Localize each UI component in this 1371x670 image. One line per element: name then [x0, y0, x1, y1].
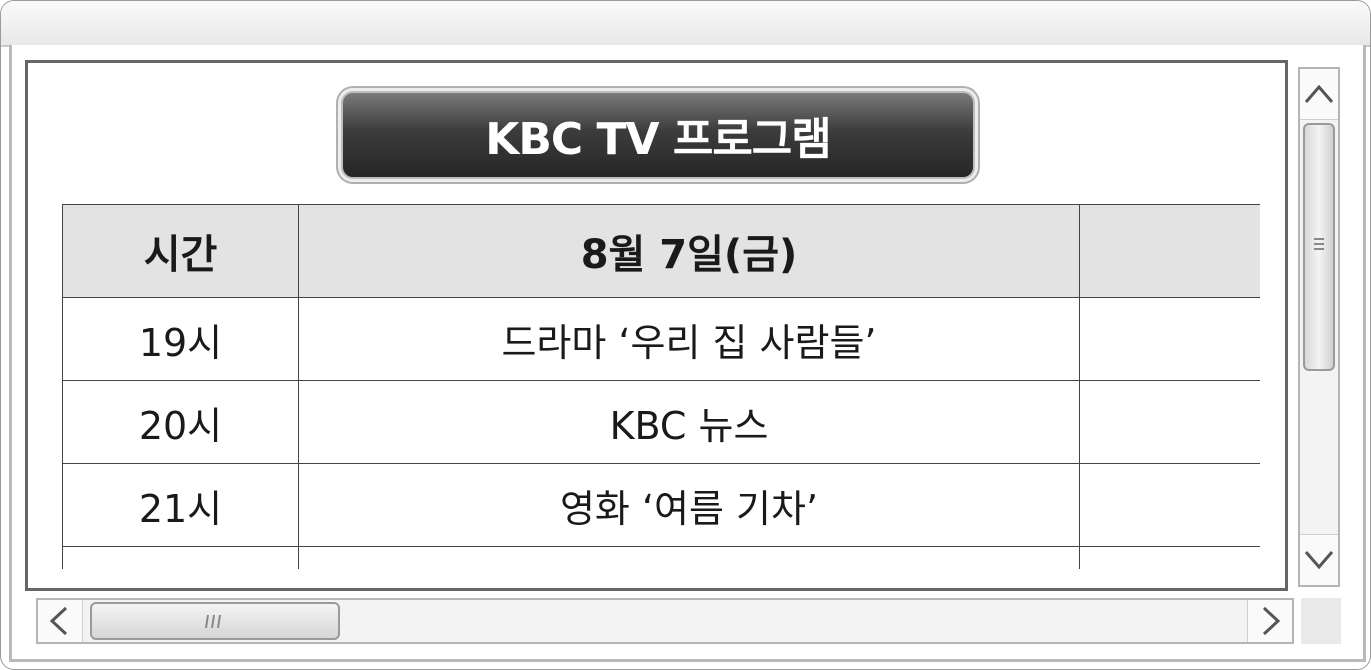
row-next [1079, 463, 1260, 547]
scroll-left-button[interactable] [38, 600, 83, 642]
vertical-scroll-thumb[interactable] [1303, 123, 1335, 371]
chevron-down-icon [1304, 551, 1334, 570]
horizontal-scrollbar[interactable] [36, 598, 1294, 644]
row-time: 19시 [62, 297, 299, 381]
row-next [1079, 380, 1260, 464]
row-time: 21시 [62, 463, 299, 547]
table-row: 19시 드라마 ‘우리 집 사람들’ [62, 297, 1260, 381]
content-viewport: KBC TV 프로그램 시간 8월 7일(금) 19시 드라마 ‘우리 집 사람… [25, 60, 1288, 591]
page-title-banner: KBC TV 프로그램 [341, 91, 975, 179]
chevron-right-icon [1262, 606, 1281, 636]
scroll-up-button[interactable] [1300, 69, 1338, 120]
header-day: 8월 7일(금) [298, 204, 1080, 298]
grip-lines-icon [205, 614, 221, 629]
window-titlebar[interactable] [1, 1, 1370, 47]
grip-lines-icon [1314, 238, 1324, 250]
table-header-row: 시간 8월 7일(금) [62, 204, 1260, 298]
row-time-empty [62, 546, 299, 569]
vertical-scrollbar[interactable] [1298, 67, 1340, 587]
row-next-empty [1079, 546, 1260, 569]
header-time: 시간 [62, 204, 299, 298]
header-next-day [1079, 204, 1260, 298]
table-row: 21시 영화 ‘여름 기차’ [62, 463, 1260, 547]
scroll-down-button[interactable] [1300, 534, 1338, 585]
table-row-partial [62, 546, 1260, 569]
row-next [1079, 297, 1260, 381]
horizontal-scroll-thumb[interactable] [90, 602, 340, 640]
chevron-up-icon [1304, 84, 1334, 103]
page-title: KBC TV 프로그램 [485, 114, 832, 165]
tv-schedule-table: 시간 8월 7일(금) 19시 드라마 ‘우리 집 사람들’ 20시 KBC 뉴… [62, 204, 1260, 569]
scrollbar-corner [1301, 598, 1341, 644]
table-row: 20시 KBC 뉴스 [62, 380, 1260, 464]
row-program: 드라마 ‘우리 집 사람들’ [298, 297, 1080, 381]
row-program: KBC 뉴스 [298, 380, 1080, 464]
row-program: 영화 ‘여름 기차’ [298, 463, 1080, 547]
scroll-right-button[interactable] [1247, 600, 1292, 642]
chevron-left-icon [49, 606, 68, 636]
row-program-empty [298, 546, 1080, 569]
row-time: 20시 [62, 380, 299, 464]
